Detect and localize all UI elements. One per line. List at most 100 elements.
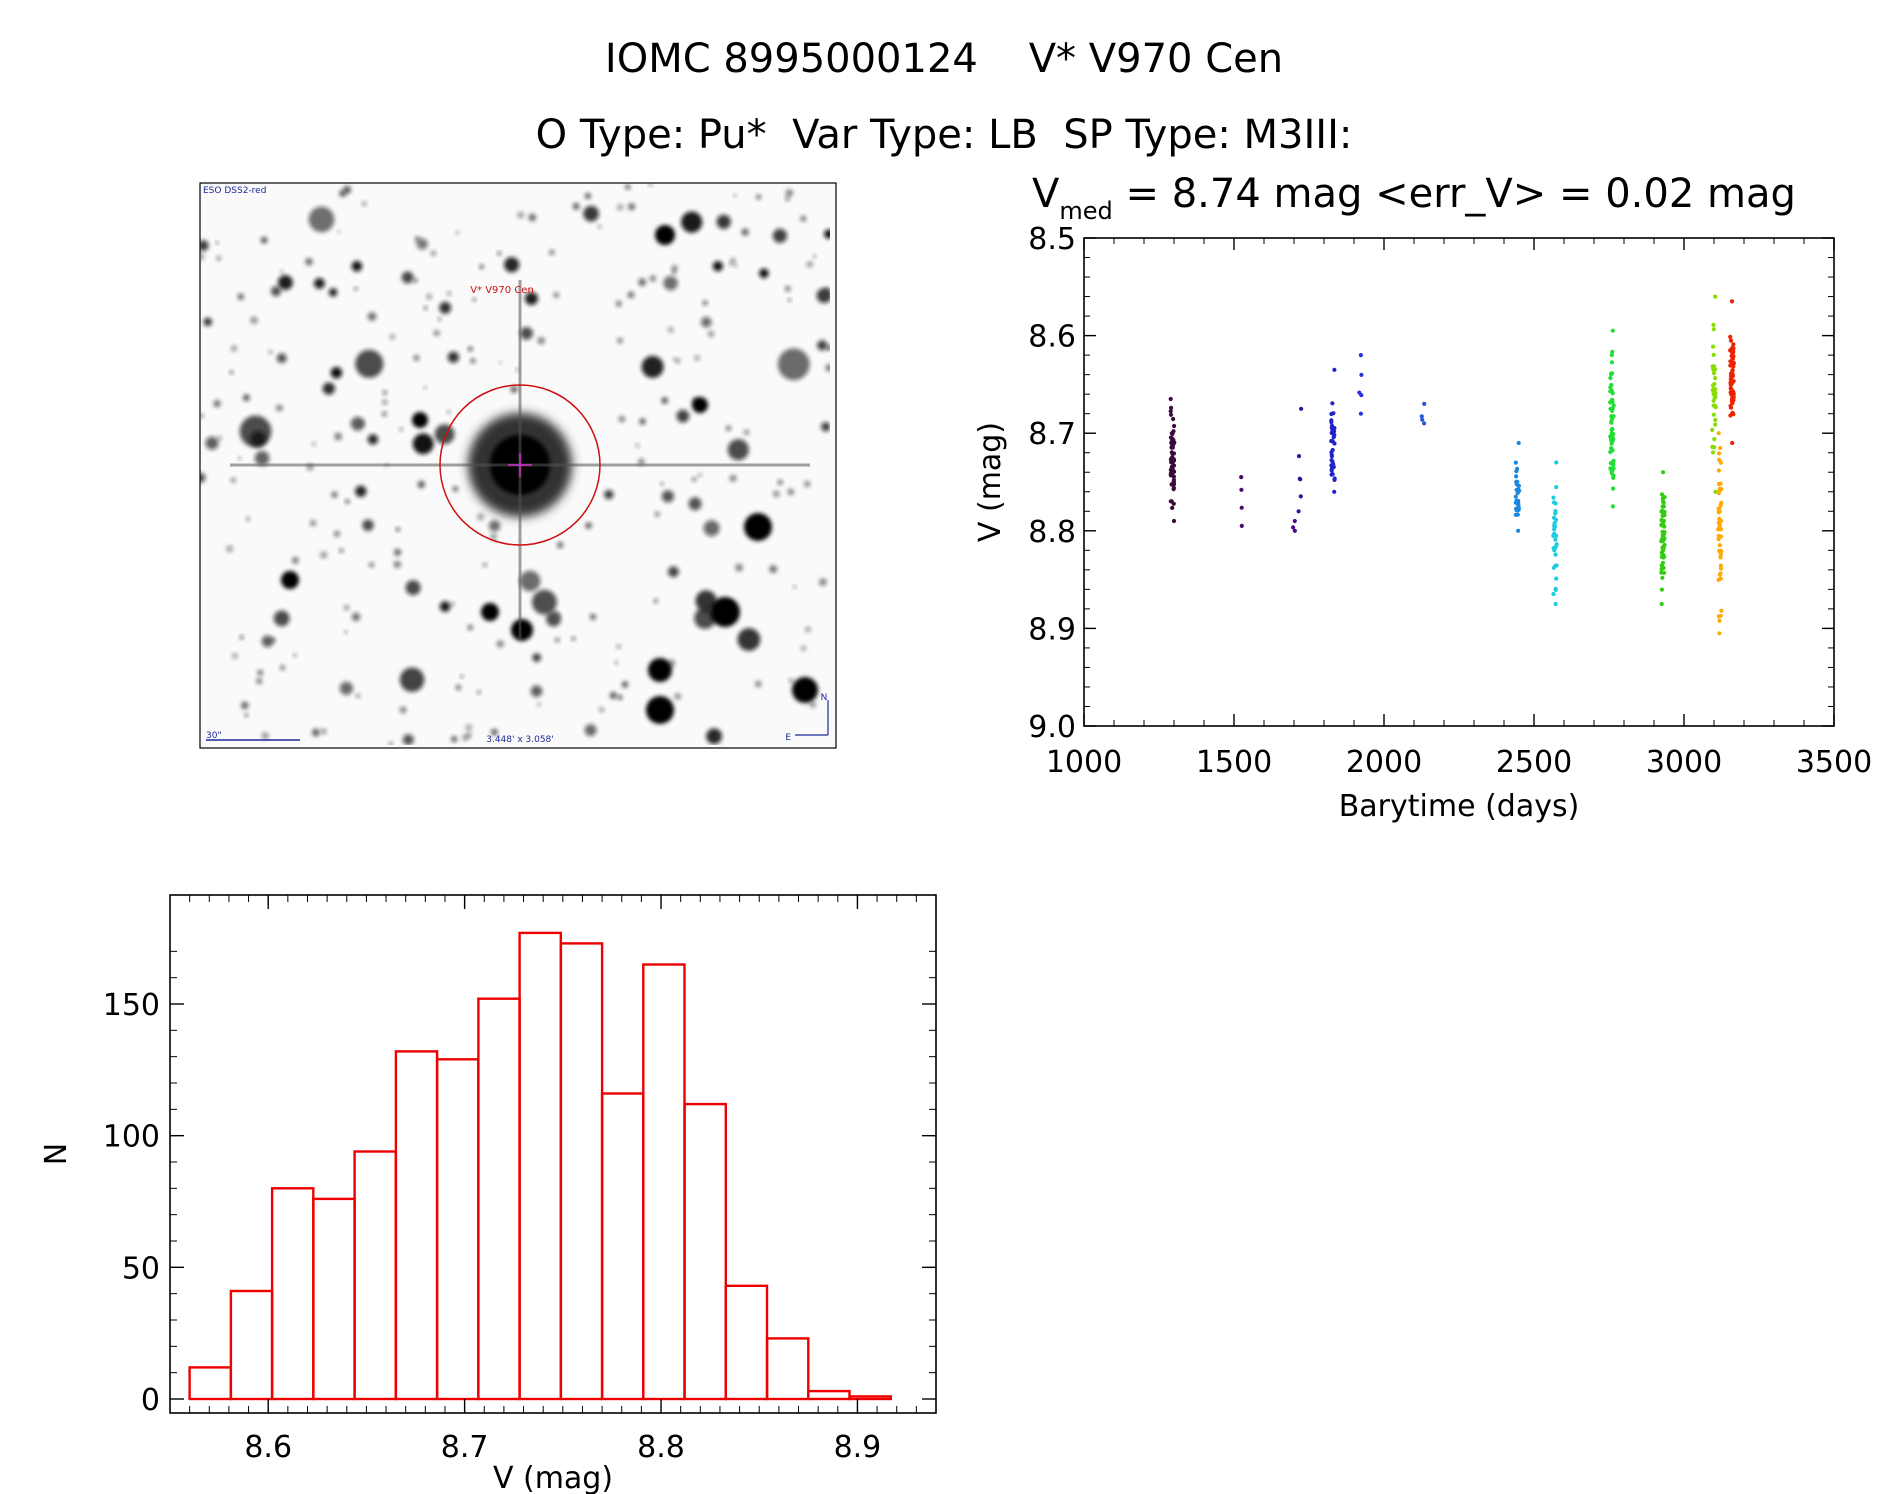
lc-title: Vmed = 8.74 mag <err_V> = 0.02 mag xyxy=(1032,171,1796,225)
lc-series-group xyxy=(1716,431,1724,636)
lc-title-rest: = 8.74 mag <err_V> = 0.02 mag xyxy=(1113,171,1796,217)
field-star xyxy=(817,340,828,351)
field-star xyxy=(339,548,344,553)
lc-xlabel: Barytime (days) xyxy=(1339,789,1580,824)
field-star xyxy=(237,293,244,300)
field-star xyxy=(238,456,242,460)
field-star xyxy=(268,350,273,355)
field-star xyxy=(825,364,830,372)
field-star xyxy=(707,330,715,338)
field-star xyxy=(805,626,811,633)
field-star xyxy=(755,194,762,200)
field-star xyxy=(367,434,379,445)
bright-field-star xyxy=(648,658,672,682)
lc-point xyxy=(1330,459,1335,464)
field-star xyxy=(554,637,560,643)
lc-point xyxy=(1712,364,1717,369)
lc-point xyxy=(1659,539,1664,544)
lc-point xyxy=(1168,396,1173,402)
hist-bar xyxy=(312,1197,356,1401)
lc-series-group xyxy=(1728,299,1736,446)
lc-point xyxy=(1710,444,1715,449)
field-star xyxy=(276,353,287,364)
field-star xyxy=(213,399,221,408)
field-star xyxy=(787,298,792,302)
lc-point xyxy=(1332,367,1337,372)
field-star xyxy=(382,399,388,405)
hist-ytick-label: 50 xyxy=(122,1251,160,1286)
lc-point xyxy=(1168,409,1173,414)
field-star xyxy=(671,269,677,274)
lc-point xyxy=(1332,489,1337,494)
field-star xyxy=(674,693,682,700)
field-star xyxy=(517,211,524,219)
lc-point xyxy=(1292,518,1297,524)
field-star xyxy=(674,358,681,364)
lc-point xyxy=(1170,464,1175,469)
field-star xyxy=(261,732,269,740)
field-star xyxy=(368,562,375,568)
lc-ylabel: V (mag) xyxy=(973,422,1008,542)
field-star xyxy=(772,228,788,243)
hist-ytick-label: 150 xyxy=(103,988,160,1023)
field-star xyxy=(388,741,393,745)
lc-point xyxy=(1610,397,1615,403)
field-star xyxy=(787,488,795,496)
field-star xyxy=(609,691,617,700)
field-star xyxy=(497,251,502,256)
field-star xyxy=(389,334,395,340)
field-star xyxy=(355,349,384,378)
field-star xyxy=(625,184,631,190)
hist-xtick-label: 8.7 xyxy=(441,1430,489,1465)
lc-point xyxy=(1718,503,1723,508)
lc-point xyxy=(1296,454,1302,459)
lc-point xyxy=(1659,518,1664,523)
field-star xyxy=(367,312,377,321)
field-star xyxy=(250,431,266,447)
lc-point xyxy=(1713,391,1718,396)
lc-point xyxy=(1717,543,1722,548)
field-star xyxy=(482,562,487,568)
hist-bar xyxy=(559,942,604,1401)
lc-point xyxy=(1609,446,1614,451)
field-star xyxy=(702,300,708,306)
lc-point xyxy=(1716,510,1721,515)
lc-point xyxy=(1171,518,1177,524)
field-star xyxy=(245,516,251,522)
lc-point xyxy=(1716,431,1721,436)
field-star xyxy=(519,570,541,592)
field-star xyxy=(660,482,664,486)
field-star xyxy=(273,610,290,627)
lc-ytick-label: 9.0 xyxy=(1028,710,1076,745)
lc-point xyxy=(1729,398,1735,403)
field-star xyxy=(697,473,702,478)
field-star xyxy=(617,694,623,700)
field-star xyxy=(433,330,440,337)
field-star xyxy=(556,541,564,549)
field-star xyxy=(426,293,432,300)
lc-point xyxy=(1169,405,1174,410)
lc-point xyxy=(1516,528,1521,533)
field-star xyxy=(496,640,504,648)
lc-point xyxy=(1551,533,1556,538)
field-star xyxy=(393,560,401,569)
lc-point xyxy=(1718,555,1723,560)
field-star xyxy=(583,205,599,222)
lc-point xyxy=(1554,460,1559,465)
field-star xyxy=(382,390,387,395)
field-star xyxy=(339,190,347,197)
field-star xyxy=(819,578,827,586)
field-star xyxy=(754,680,762,688)
target-aperture-circle xyxy=(439,384,601,546)
lc-point xyxy=(1329,411,1334,417)
field-star xyxy=(635,443,640,448)
field-star xyxy=(628,203,636,211)
lc-point xyxy=(1611,486,1616,491)
lc-point xyxy=(1713,395,1718,400)
lc-point xyxy=(1730,410,1735,415)
lc-point xyxy=(1711,371,1717,376)
field-star xyxy=(401,271,414,284)
field-star xyxy=(616,644,621,649)
lc-point xyxy=(1609,419,1614,424)
field-star xyxy=(250,316,258,324)
